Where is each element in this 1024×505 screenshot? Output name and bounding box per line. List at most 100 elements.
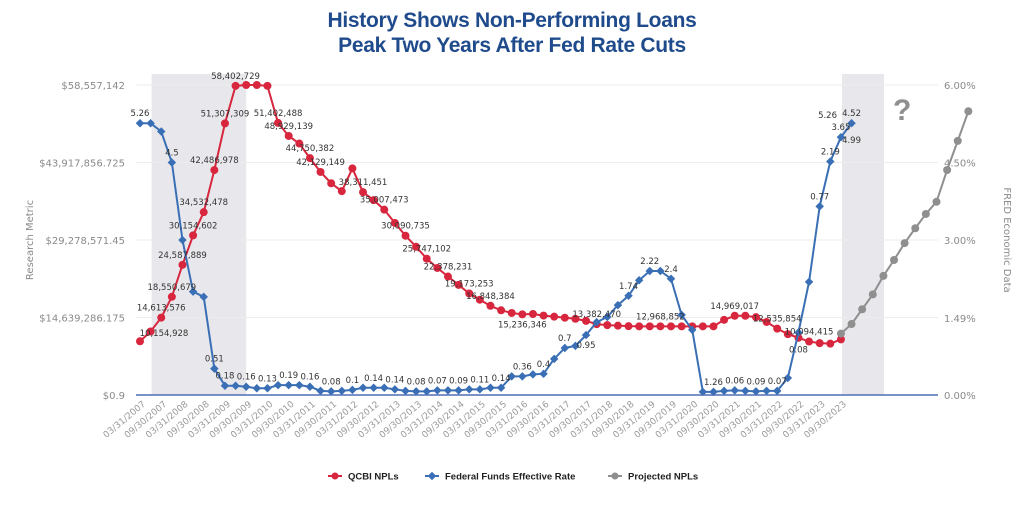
federal-funds-effective-rate-data-label: 0.07 <box>428 376 447 386</box>
federal-funds-effective-rate-data-label: 0.14 <box>364 374 383 384</box>
federal-funds-effective-rate-point <box>571 341 580 351</box>
federal-funds-effective-rate-point <box>401 386 410 396</box>
qcbi-npls-point <box>741 311 750 320</box>
qcbi-npls-point <box>836 335 845 344</box>
federal-funds-effective-rate-data-label: 0.77 <box>810 192 829 202</box>
qcbi-npls-data-label: 38,311,451 <box>339 178 388 188</box>
federal-funds-effective-rate-point <box>624 291 633 301</box>
qcbi-npls-point <box>274 118 283 127</box>
federal-funds-effective-rate-data-label: 3.65 <box>831 123 850 133</box>
qcbi-npls-data-label: 12,535,854 <box>753 315 802 325</box>
qcbi-npls-point <box>582 316 591 325</box>
federal-funds-effective-rate-data-label: 0.16 <box>300 373 319 383</box>
legend-marker <box>331 472 339 480</box>
legend-label: Projected NPLs <box>628 472 698 483</box>
federal-funds-effective-rate-point <box>762 386 771 396</box>
federal-funds-effective-rate-data-label: 0.36 <box>513 362 532 372</box>
qcbi-npls-point <box>199 208 208 217</box>
projected-npls-point <box>964 107 973 116</box>
qcbi-npls-point <box>720 315 729 324</box>
federal-funds-effective-rate-point <box>422 387 431 396</box>
federal-funds-effective-rate-point <box>231 381 240 390</box>
legend-marker <box>427 471 437 481</box>
legend-marker <box>611 472 619 480</box>
legend: QCBI NPLs Federal Funds Effective Rate Pro… <box>328 472 698 483</box>
qcbi-npls-data-label: 14,969,017 <box>710 302 759 312</box>
federal-funds-effective-rate-data-label: 0.09 <box>449 376 468 386</box>
qcbi-npls-data-label: 30,154,602 <box>169 221 218 231</box>
qcbi-npls-point <box>550 312 559 321</box>
federal-funds-effective-rate-point <box>220 381 230 390</box>
federal-funds-effective-rate-point <box>677 310 686 320</box>
federal-funds-effective-rate-data-label: 1.26 <box>704 378 723 388</box>
qcbi-npls-point <box>571 314 580 323</box>
federal-funds-effective-rate-point <box>199 292 208 302</box>
qcbi-npls-point <box>677 322 686 331</box>
qcbi-npls-point <box>486 301 495 310</box>
federal-funds-effective-rate-point <box>475 385 485 394</box>
qcbi-npls-point <box>167 292 176 301</box>
federal-funds-effective-rate-data-label: 0.08 <box>407 377 426 387</box>
qcbi-npls-data-label: 58,402,729 <box>211 72 260 82</box>
qcbi-npls-data-label: 10,094,415 <box>785 328 834 338</box>
qcbi-npls-point <box>348 164 357 173</box>
qcbi-npls-point <box>305 154 314 163</box>
federal-funds-effective-rate-point <box>496 383 506 393</box>
right-tick-label: 0.00% <box>944 391 976 402</box>
federal-funds-effective-rate-data-label: 2.19 <box>821 147 840 157</box>
federal-funds-effective-rate-point <box>709 387 718 397</box>
qcbi-npls-data-label: 14,613,576 <box>137 304 186 314</box>
qcbi-npls-point <box>359 188 368 197</box>
qcbi-npls-point <box>220 119 229 128</box>
federal-funds-effective-rate-data-label: 4.99 <box>842 136 861 146</box>
qcbi-npls-point <box>136 337 144 346</box>
federal-funds-effective-rate-point <box>518 372 527 381</box>
federal-funds-effective-rate-point <box>751 387 761 396</box>
right-axis-title: FRED Economic Data <box>1001 187 1012 292</box>
qcbi-npls-point <box>422 254 431 263</box>
left-axis-ticks: $58,557,142 $43,917,856.725 $29,278,571.45… <box>39 81 125 402</box>
qcbi-npls-point <box>635 322 644 331</box>
federal-funds-effective-rate-data-label: 2.4 <box>664 265 678 275</box>
qcbi-npls-point <box>401 231 410 240</box>
left-tick-label: $29,278,571.45 <box>45 236 125 247</box>
qcbi-npls-point <box>656 322 665 331</box>
federal-funds-effective-rate-point <box>560 343 570 353</box>
projected-npls-point <box>858 305 867 314</box>
qcbi-npls-point <box>380 205 389 214</box>
federal-funds-effective-rate-point <box>783 373 793 383</box>
series <box>135 81 973 397</box>
federal-funds-effective-rate-data-label: 1.74 <box>619 282 638 292</box>
federal-funds-effective-rate-point <box>146 118 155 128</box>
federal-funds-effective-rate-point <box>348 385 357 395</box>
qcbi-npls-point <box>475 295 484 304</box>
federal-funds-effective-rate-point <box>380 383 389 393</box>
left-tick-label: $43,917,856.725 <box>39 159 125 170</box>
federal-funds-effective-rate-data-label: 4.5 <box>165 149 179 159</box>
federal-funds-effective-rate-data-label: 0.14 <box>385 375 404 385</box>
qcbi-npls-point <box>730 311 739 320</box>
federal-funds-effective-rate-point <box>241 382 251 391</box>
qcbi-npls-data-label: 24,587,889 <box>158 251 207 261</box>
federal-funds-effective-rate-line <box>140 122 853 393</box>
federal-funds-effective-rate-data-label: 5.26 <box>131 109 150 119</box>
federal-funds-effective-rate-point <box>305 382 315 391</box>
federal-funds-effective-rate-point <box>804 277 814 287</box>
federal-funds-effective-rate-point <box>507 372 516 381</box>
projected-npls-point <box>911 224 920 233</box>
federal-funds-effective-rate-point <box>263 384 272 393</box>
qcbi-npls-point <box>454 280 463 289</box>
qcbi-npls-data-label: 42,486,978 <box>190 156 239 166</box>
qcbi-npls-point <box>528 310 537 319</box>
data-labels: 10,154,928 14,613,576 18,550,679 24,587,889… <box>131 72 861 388</box>
projected-npls-point <box>879 271 888 280</box>
federal-funds-effective-rate-data-label: 0.7 <box>558 334 572 344</box>
qcbi-npls-point <box>783 330 792 339</box>
qcbi-npls-point <box>613 321 622 330</box>
projection-question-mark: ? <box>893 94 911 127</box>
federal-funds-effective-rate-data-label: 4.52 <box>842 109 861 119</box>
federal-funds-effective-rate-point <box>581 330 591 340</box>
projected-npls-point <box>900 239 909 248</box>
left-axis-title: Research Metric <box>25 200 36 280</box>
projected-npls-point <box>890 256 899 265</box>
